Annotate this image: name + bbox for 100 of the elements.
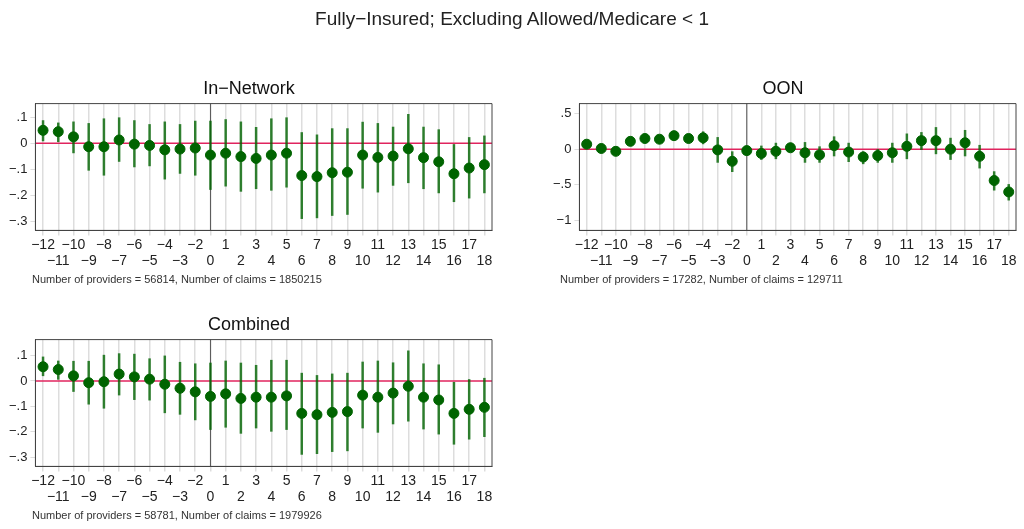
y-tick-label: 0 — [20, 134, 28, 150]
y-tick-label: .5 — [560, 105, 572, 121]
x-tick-label: 8 — [328, 252, 337, 269]
x-tick-label: 12 — [385, 252, 402, 269]
x-tick-label: 2 — [771, 252, 780, 269]
x-tick-label: −6 — [666, 235, 683, 252]
x-tick-label: 16 — [446, 252, 462, 269]
x-tick-label: −9 — [622, 252, 639, 269]
x-tick-label: 4 — [267, 488, 276, 505]
x-tick-label: −8 — [95, 235, 113, 252]
x-tick-label: 5 — [815, 235, 824, 252]
chart-title: Combined — [207, 313, 291, 334]
x-tick-label: 9 — [343, 471, 352, 488]
y-tick-label: 0 — [20, 372, 28, 388]
x-tick-label: −4 — [695, 235, 712, 252]
x-tick-label: −8 — [95, 471, 113, 488]
x-tick-label: 15 — [957, 235, 974, 252]
y-tick-label: .1 — [16, 347, 28, 363]
x-tick-label: 8 — [328, 488, 337, 505]
x-tick-label: 1 — [757, 235, 766, 252]
x-tick-label: −7 — [651, 252, 668, 269]
text: Number of providers = 58781, Number of claims = 1979926 — [32, 509, 322, 521]
x-tick-label: 1 — [221, 471, 230, 488]
x-tick-label: 3 — [252, 235, 261, 252]
x-tick-label: 3 — [786, 235, 795, 252]
x-tick-label: 14 — [415, 488, 432, 505]
x-tick-label: 12 — [913, 252, 930, 269]
x-tick-label: 0 — [206, 252, 215, 269]
x-tick-label: −6 — [126, 235, 143, 252]
x-tick-label: 9 — [343, 235, 352, 252]
x-tick-label: −3 — [172, 488, 189, 505]
x-tick-label: −12 — [31, 235, 56, 252]
y-tick-label: −.1 — [9, 160, 28, 176]
x-tick-label: 16 — [971, 252, 988, 269]
x-tick-label: −9 — [80, 488, 97, 505]
y-tick-label: −.3 — [9, 212, 28, 228]
x-tick-label: 15 — [430, 471, 447, 488]
x-tick-label: 11 — [370, 235, 386, 252]
x-tick-label: 5 — [282, 471, 291, 488]
x-tick-label: 0 — [206, 488, 215, 505]
x-tick-label: −10 — [61, 471, 86, 488]
x-tick-label: 2 — [236, 488, 245, 505]
x-tick-label: 10 — [354, 252, 371, 269]
chart-title: In−Network — [203, 77, 296, 98]
y-tick-label: −.5 — [553, 176, 572, 192]
y-tick-label: −.3 — [9, 448, 28, 464]
x-tick-label: 18 — [476, 488, 493, 505]
x-tick-label: −12 — [31, 471, 56, 488]
x-tick-label: 0 — [742, 252, 751, 269]
x-tick-label: −9 — [80, 252, 97, 269]
chart-title: OON — [762, 77, 804, 98]
x-tick-label: −4 — [156, 471, 173, 488]
x-tick-label: 3 — [252, 471, 261, 488]
x-tick-label: 1 — [221, 235, 230, 252]
x-tick-label: −6 — [126, 471, 143, 488]
x-tick-label: −5 — [680, 252, 697, 269]
x-tick-label: −11 — [46, 252, 70, 269]
y-tick-label: 0 — [564, 140, 572, 156]
x-tick-label: 6 — [830, 252, 839, 269]
text: Number of providers = 17282, Number of claims = 129711 — [560, 273, 843, 285]
x-tick-label: −7 — [111, 252, 128, 269]
x-tick-label: 7 — [313, 471, 322, 488]
y-tick-label: .1 — [16, 108, 28, 124]
x-tick-label: 13 — [400, 471, 417, 488]
x-tick-label: 13 — [400, 235, 417, 252]
x-tick-label: 13 — [928, 235, 944, 252]
x-tick-label: −8 — [636, 235, 654, 252]
x-tick-label: 2 — [236, 252, 245, 269]
x-tick-label: −4 — [156, 235, 173, 252]
x-tick-label: 6 — [297, 488, 306, 505]
x-tick-label: 7 — [313, 235, 322, 252]
x-tick-label: 9 — [873, 235, 882, 252]
x-tick-label: −3 — [709, 252, 726, 269]
x-tick-label: 17 — [461, 235, 478, 252]
text: Number of providers = 56814, Number of claims = 1850215 — [32, 273, 322, 285]
x-tick-label: 11 — [370, 471, 386, 488]
x-tick-label: −10 — [603, 235, 628, 252]
y-tick-label: −.2 — [9, 186, 28, 202]
x-tick-label: −3 — [172, 252, 189, 269]
x-tick-label: 17 — [461, 471, 478, 488]
x-tick-label: 18 — [476, 252, 493, 269]
x-tick-label: 5 — [282, 235, 291, 252]
x-tick-label: −10 — [61, 235, 86, 252]
x-tick-label: −2 — [187, 235, 204, 252]
x-tick-label: −5 — [141, 488, 158, 505]
x-tick-label: 18 — [1000, 252, 1017, 269]
x-tick-label: 10 — [354, 488, 371, 505]
x-tick-label: 4 — [801, 252, 810, 269]
x-tick-label: 12 — [385, 488, 402, 505]
x-tick-label: 7 — [844, 235, 853, 252]
x-tick-label: −2 — [724, 235, 741, 252]
x-tick-label: 14 — [415, 252, 432, 269]
x-tick-label: −11 — [589, 252, 613, 269]
x-tick-label: −12 — [574, 235, 599, 252]
y-tick-label: −.2 — [9, 423, 28, 439]
x-tick-label: −11 — [46, 488, 70, 505]
x-tick-label: 15 — [430, 235, 447, 252]
x-tick-label: 17 — [986, 235, 1003, 252]
x-tick-label: −2 — [187, 471, 204, 488]
x-tick-label: 14 — [942, 252, 959, 269]
